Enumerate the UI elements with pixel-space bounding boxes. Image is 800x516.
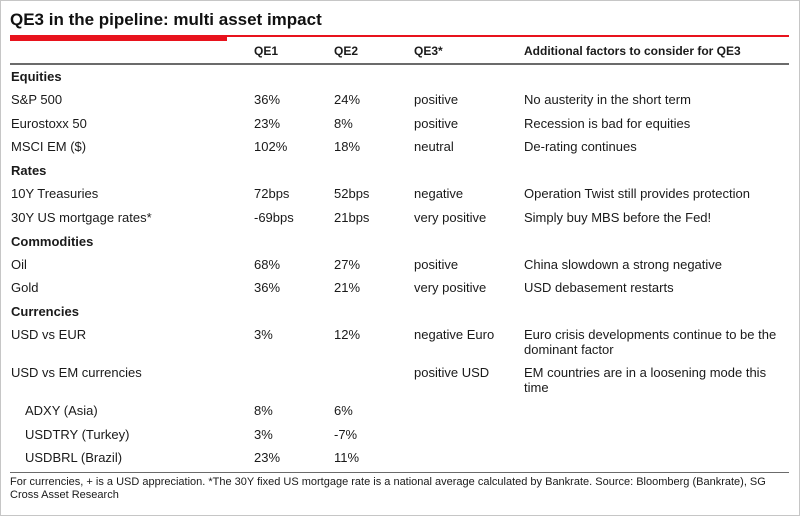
qe3-cell: positive	[414, 92, 459, 107]
section-row-rates: Rates	[10, 159, 789, 183]
footnote-separator-rule	[10, 472, 789, 473]
red-accent-rule	[10, 35, 789, 41]
qe3-cell: neutral	[414, 139, 454, 154]
asset-cell: USD vs EUR	[11, 327, 87, 342]
column-header-qe1: QE1	[254, 44, 279, 58]
qe1-cell: 3%	[254, 426, 273, 442]
section-label: Rates	[11, 163, 47, 178]
red-rule-thin-segment	[10, 35, 789, 37]
section-label: Equities	[11, 69, 62, 84]
qe2-cell: 21%	[334, 280, 361, 295]
table-row: Gold 36% 21% very positive USD debasemen…	[10, 277, 789, 301]
qe1-cell: 36%	[254, 280, 281, 295]
qe2-cell: -7%	[334, 426, 358, 442]
qe1-cell: 3%	[254, 327, 273, 342]
qe2-cell: 52bps	[334, 186, 370, 201]
table-row: USD vs EM currencies positive USD EM cou…	[10, 362, 789, 400]
qe1-cell: 72bps	[254, 186, 290, 201]
table-row: Oil 68% 27% positive China slowdown a st…	[10, 253, 789, 277]
factors-cell: Operation Twist still provides protectio…	[524, 186, 750, 201]
qe3-cell: negative	[414, 186, 464, 201]
qe3-cell: positive	[414, 256, 459, 272]
table-row: S&P 500 36% 24% positive No austerity in…	[10, 89, 789, 113]
asset-cell: USDTRY (Turkey)	[25, 426, 130, 442]
asset-cell: Gold	[11, 280, 39, 295]
table-row: MSCI EM ($) 102% 18% neutral De-rating c…	[10, 136, 789, 160]
section-row-currencies: Currencies	[10, 300, 789, 324]
qe2-cell: 27%	[334, 256, 361, 272]
table-row: ADXY (Asia) 8% 6%	[10, 400, 789, 424]
section-row-equities: Equities	[10, 65, 789, 89]
section-label: Commodities	[11, 233, 94, 249]
qe2-cell: 11%	[334, 450, 360, 465]
factors-cell: De-rating continues	[524, 139, 637, 154]
table-row: USDTRY (Turkey) 3% -7%	[10, 423, 789, 447]
factors-cell: China slowdown a strong negative	[524, 256, 723, 272]
column-header-qe2: QE2	[334, 44, 359, 58]
asset-cell: ADXY (Asia)	[25, 403, 98, 418]
factors-cell: No austerity in the short term	[524, 92, 691, 107]
red-rule-thick-segment	[10, 35, 227, 41]
qe1-cell: 102%	[254, 139, 288, 154]
page-title: QE3 in the pipeline: multi asset impact	[10, 10, 322, 29]
factors-cell: Recession is bad for equities	[524, 115, 691, 131]
table-header-row: QE1 QE2 QE3* Additional factors to consi…	[10, 44, 789, 65]
qe1-cell: 8%	[254, 403, 273, 418]
qe3-cell: positive	[414, 115, 459, 131]
table-row: USD vs EUR 3% 12% negative Euro Euro cri…	[10, 324, 789, 362]
asset-cell: Oil	[11, 256, 27, 272]
qe1-cell: -69bps	[254, 209, 294, 225]
qe2-cell: 8%	[334, 115, 353, 131]
table-row: 30Y US mortgage rates* -69bps 21bps very…	[10, 206, 789, 230]
table-body: Equities S&P 500 36% 24% positive No aus…	[10, 65, 789, 470]
asset-cell: Eurostoxx 50	[11, 115, 87, 131]
column-header-qe3: QE3*	[414, 44, 443, 58]
qe3-cell: very positive	[414, 209, 487, 225]
asset-cell: S&P 500	[11, 92, 63, 107]
qe1-cell: 36%	[254, 92, 281, 107]
factors-cell: Simply buy MBS before the Fed!	[524, 209, 712, 225]
qe2-cell: 24%	[334, 92, 361, 107]
qe2-cell: 18%	[334, 139, 361, 154]
asset-cell: USD vs EM currencies	[11, 365, 142, 380]
section-label: Currencies	[11, 304, 79, 319]
qe1-cell: 23%	[254, 450, 281, 465]
footnote: For currencies, + is a USD appreciation.…	[10, 476, 766, 501]
qe3-cell: very positive	[414, 280, 487, 295]
table-row: 10Y Treasuries 72bps 52bps negative Oper…	[10, 183, 789, 207]
table-row: Eurostoxx 50 23% 8% positive Recession i…	[10, 112, 789, 136]
asset-cell: USDBRL (Brazil)	[25, 450, 123, 465]
qe3-cell: negative Euro	[414, 327, 495, 342]
column-header-additional-factors: Additional factors to consider for QE3	[524, 44, 741, 58]
qe1-cell: 23%	[254, 115, 281, 131]
qe2-cell: 12%	[334, 327, 361, 342]
qe2-cell: 6%	[334, 403, 353, 418]
asset-cell: 30Y US mortgage rates*	[11, 209, 152, 225]
qe3-cell: positive USD	[414, 365, 490, 380]
table-row: USDBRL (Brazil) 23% 11%	[10, 447, 789, 471]
asset-cell: MSCI EM ($)	[11, 139, 87, 154]
factors-cell: Euro crisis developments continue to be …	[524, 327, 777, 357]
qe2-cell: 21bps	[334, 209, 370, 225]
qe1-cell: 68%	[254, 256, 281, 272]
factors-cell: USD debasement restarts	[524, 280, 674, 295]
factors-cell: EM countries are in a loosening mode thi…	[524, 365, 767, 395]
asset-cell: 10Y Treasuries	[11, 186, 99, 201]
section-row-commodities: Commodities	[10, 230, 789, 254]
